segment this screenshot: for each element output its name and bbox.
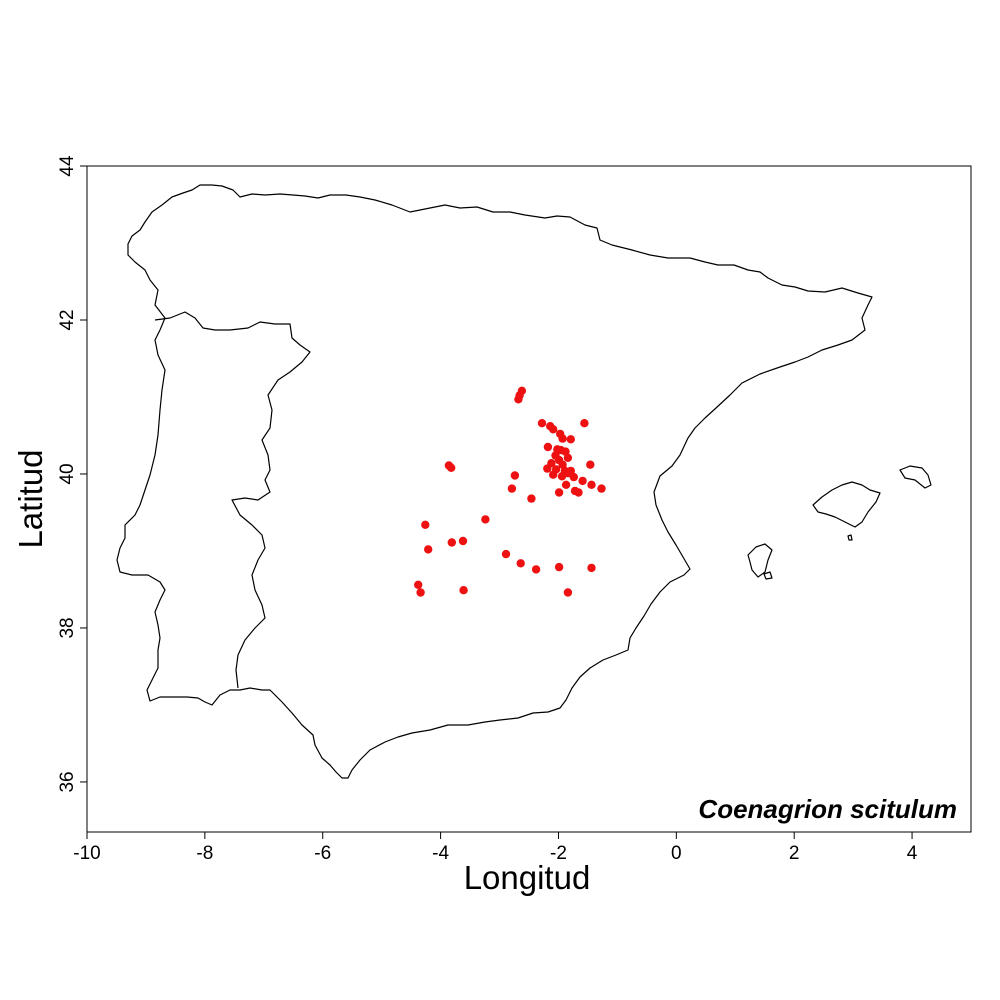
x-tick-label: -6 xyxy=(314,843,331,864)
occurrence-point xyxy=(458,536,468,546)
x-tick-label: -2 xyxy=(550,843,567,864)
spain-portugal-border xyxy=(154,311,311,689)
y-axis: 36 38 40 42 44 xyxy=(57,155,87,793)
occurrence-point xyxy=(424,545,433,554)
occurrence-point xyxy=(501,549,511,559)
occurrence-point xyxy=(554,488,564,497)
x-tick-label: -8 xyxy=(196,843,213,864)
occurrence-point xyxy=(574,488,583,497)
occurrence-point xyxy=(587,563,596,573)
occurrence-point xyxy=(447,538,456,547)
occurrence-point xyxy=(507,484,517,493)
mallorca-outline xyxy=(812,481,881,528)
x-tick-label: 4 xyxy=(907,843,918,864)
occurrence-point xyxy=(549,425,558,434)
ibiza-outline xyxy=(747,543,773,578)
y-tick-label: 38 xyxy=(57,617,78,638)
occurrence-point xyxy=(543,464,552,473)
occurrence-point xyxy=(459,586,468,595)
y-tick-label: 40 xyxy=(57,463,78,484)
x-tick-label: -4 xyxy=(432,843,449,864)
occurrence-point xyxy=(549,470,558,479)
x-axis: -10 -8 -6 -4 -2 0 2 4 xyxy=(73,832,918,864)
occurrence-point xyxy=(510,471,520,480)
occurrence-point xyxy=(537,419,547,428)
y-axis-title: Latitud xyxy=(12,449,49,548)
occurrence-point xyxy=(531,565,541,574)
plot-frame xyxy=(86,165,972,833)
x-tick-label: 0 xyxy=(671,843,682,864)
species-label: Coenagrion scitulum xyxy=(698,794,957,824)
occurrence-points xyxy=(414,386,606,597)
formentera-outline xyxy=(763,571,773,580)
occurrence-point xyxy=(563,453,573,462)
occurrence-point xyxy=(561,480,571,489)
y-tick-label: 42 xyxy=(57,309,78,330)
occurrence-point xyxy=(597,484,606,493)
occurrence-point xyxy=(543,442,553,452)
occurrence-point xyxy=(447,463,456,472)
menorca-outline xyxy=(899,465,932,489)
occurrence-point xyxy=(557,472,567,481)
x-tick-label: 2 xyxy=(789,843,800,864)
x-axis-title: Longitud xyxy=(464,859,591,896)
occurrence-point xyxy=(421,520,430,529)
cabrera-outline xyxy=(847,534,853,541)
occurrence-point xyxy=(586,460,595,469)
iberian-peninsula-outline xyxy=(116,184,873,779)
occurrence-point xyxy=(416,588,425,597)
occurrence-point xyxy=(587,480,596,489)
occurrence-point xyxy=(516,559,525,568)
occurrence-point xyxy=(580,419,589,428)
x-tick-label: -10 xyxy=(73,843,100,864)
occurrence-point xyxy=(558,434,567,443)
occurrence-point xyxy=(569,472,578,482)
occurrence-point xyxy=(563,588,573,597)
occurrence-point xyxy=(566,435,575,444)
occurrence-point xyxy=(514,395,523,404)
occurrence-point xyxy=(554,562,564,572)
y-tick-label: 36 xyxy=(57,771,78,792)
y-tick-label: 44 xyxy=(57,155,78,177)
occurrence-point xyxy=(527,494,536,503)
occurrence-point xyxy=(414,580,423,589)
coastline xyxy=(116,184,932,779)
occurrence-point xyxy=(578,476,587,486)
occurrence-point xyxy=(481,515,490,524)
